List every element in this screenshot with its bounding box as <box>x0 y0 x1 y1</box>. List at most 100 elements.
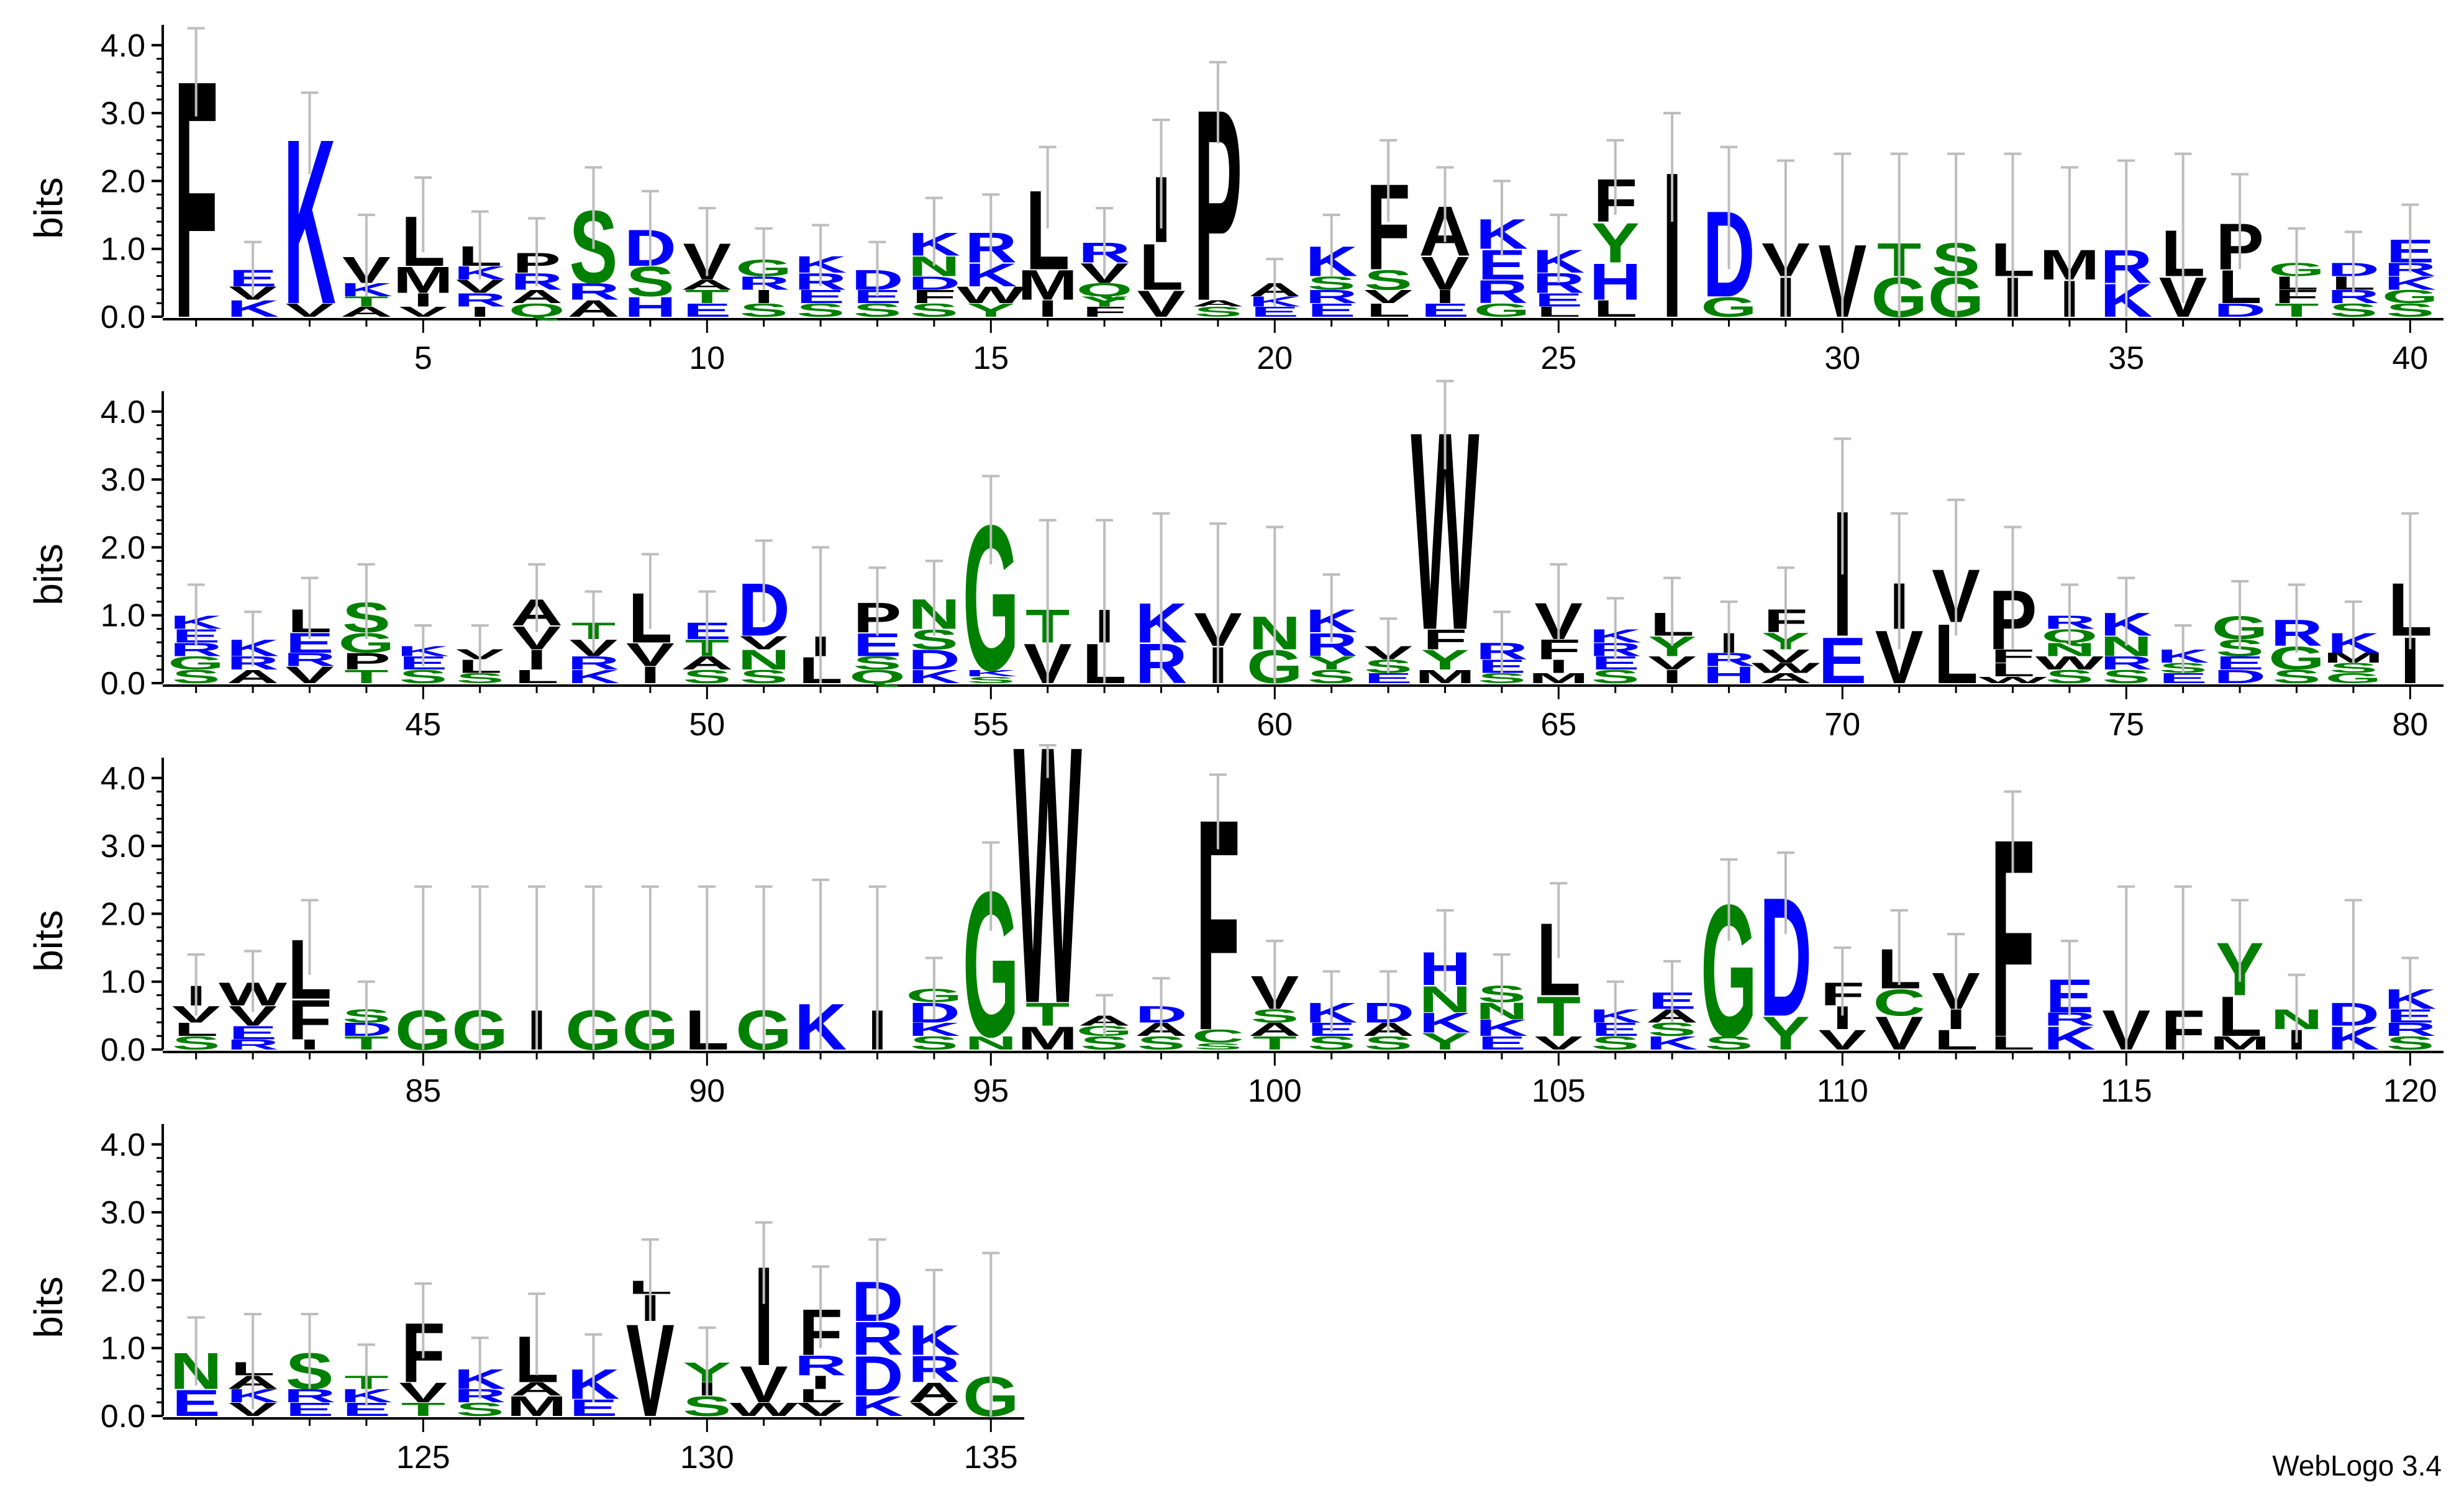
letter-R: R <box>283 650 335 671</box>
x-tick-label: 110 <box>1817 1073 1868 1109</box>
letter-I: I <box>811 1372 830 1393</box>
stack-27: I <box>1662 112 1682 361</box>
letter-S: S <box>796 300 845 321</box>
letter-G: G <box>2382 286 2439 307</box>
letter-K: K <box>851 1390 903 1422</box>
y-tick-label: 3.0 <box>101 96 145 132</box>
letter-A: A <box>340 304 393 319</box>
stack-33: IL <box>1991 152 2035 329</box>
letter-E: E <box>1818 624 1866 697</box>
x-tick-label: 45 <box>405 707 441 743</box>
y-tick-label: 3.0 <box>101 462 145 498</box>
letter-G: G <box>1473 300 1530 321</box>
x-tick-label: 90 <box>689 1073 725 1109</box>
letter-D: D <box>851 1345 903 1408</box>
letter-K: K <box>908 1019 960 1040</box>
letter-M: M <box>1415 666 1475 687</box>
stack-76: ESK <box>2157 624 2209 686</box>
stack-114: KRE <box>2043 940 2096 1057</box>
x-tick-label: 15 <box>973 340 1009 376</box>
letter-G: G <box>1701 291 1757 323</box>
letter-K: K <box>1476 1015 1528 1041</box>
letter-K: K <box>567 666 619 687</box>
letter-Q: Q <box>1076 279 1133 301</box>
letter-H: H <box>624 291 676 323</box>
letter-S: S <box>1194 304 1242 319</box>
letter-R: R <box>1476 274 1528 311</box>
letter-S: S <box>683 1390 731 1422</box>
letter-W: W <box>1978 674 2047 685</box>
letter-F: F <box>288 989 332 1052</box>
stack-83: IFL <box>288 899 332 1053</box>
x-tick-label: 40 <box>2392 340 2428 376</box>
stack-97: SGA <box>1076 994 1133 1054</box>
x-tick-label: 100 <box>1248 1073 1302 1109</box>
stack-98: SAD <box>1135 977 1188 1054</box>
y-tick-label: 4.0 <box>101 761 145 797</box>
letter-S: S <box>910 300 958 321</box>
y-tick-label: 0.0 <box>101 299 145 335</box>
letter-Y: Y <box>1421 644 1470 676</box>
y-tick-label: 0.0 <box>101 1399 145 1435</box>
y-axis-label: bits <box>26 177 71 239</box>
letter-H: H <box>1589 253 1642 311</box>
letter-S: S <box>910 1033 958 1054</box>
letter-K: K <box>965 668 1017 678</box>
stack-105: VTL <box>1534 882 1583 1054</box>
letter-E: E <box>172 1382 220 1424</box>
letter-S: S <box>1080 1033 1129 1054</box>
letter-E: E <box>683 300 731 321</box>
x-tick-label: 80 <box>2392 707 2428 743</box>
stack-90: L <box>685 885 729 1062</box>
letter-T: T <box>344 1033 388 1054</box>
stack-117: MLY <box>2209 899 2270 1054</box>
letter-V: V <box>796 1399 845 1420</box>
letter-Y: Y <box>1307 653 1356 674</box>
letter-K: K <box>908 666 960 687</box>
letter-R: R <box>851 1312 903 1365</box>
stack-70: EI <box>1818 437 1866 697</box>
letter-S: S <box>172 666 220 687</box>
letter-L: L <box>174 1019 218 1040</box>
letter-S: S <box>740 666 788 687</box>
y-axis-label: bits <box>26 543 71 605</box>
letter-E: E <box>1534 290 1583 311</box>
letter-S: S <box>2273 666 2321 687</box>
letter-M: M <box>393 259 453 301</box>
stack-113: LF <box>1991 781 2035 1096</box>
stack-116: F <box>2161 885 2205 1062</box>
letter-R: R <box>283 1385 335 1407</box>
stack-135: G <box>963 1251 1019 1428</box>
stack-37: DLP <box>2214 173 2266 321</box>
letter-S: S <box>1648 1019 1696 1040</box>
stack-35: KR <box>2100 159 2152 327</box>
letter-T: T <box>685 286 729 307</box>
stack-78: SGR <box>2268 583 2325 687</box>
logo-row-3: bits 0.0 1.0 2.0 3.0 4.0 85 90 95 100 105 110 115 120… <box>26 670 2444 1109</box>
letter-I: I <box>640 662 660 688</box>
letter-M: M <box>1017 261 1078 309</box>
letter-S: S <box>1364 1033 1412 1054</box>
letter-I: I <box>527 644 547 676</box>
y-tick-label: 0.0 <box>101 666 145 702</box>
stack-16: IML <box>1017 145 1078 322</box>
letter-V: V <box>740 1355 788 1413</box>
y-tick-label: 1.0 <box>101 598 145 634</box>
stack-45: SEK <box>397 624 449 687</box>
letter-R: R <box>794 1349 847 1381</box>
letter-R: R <box>454 290 506 311</box>
letter-G: G <box>2325 670 2381 686</box>
